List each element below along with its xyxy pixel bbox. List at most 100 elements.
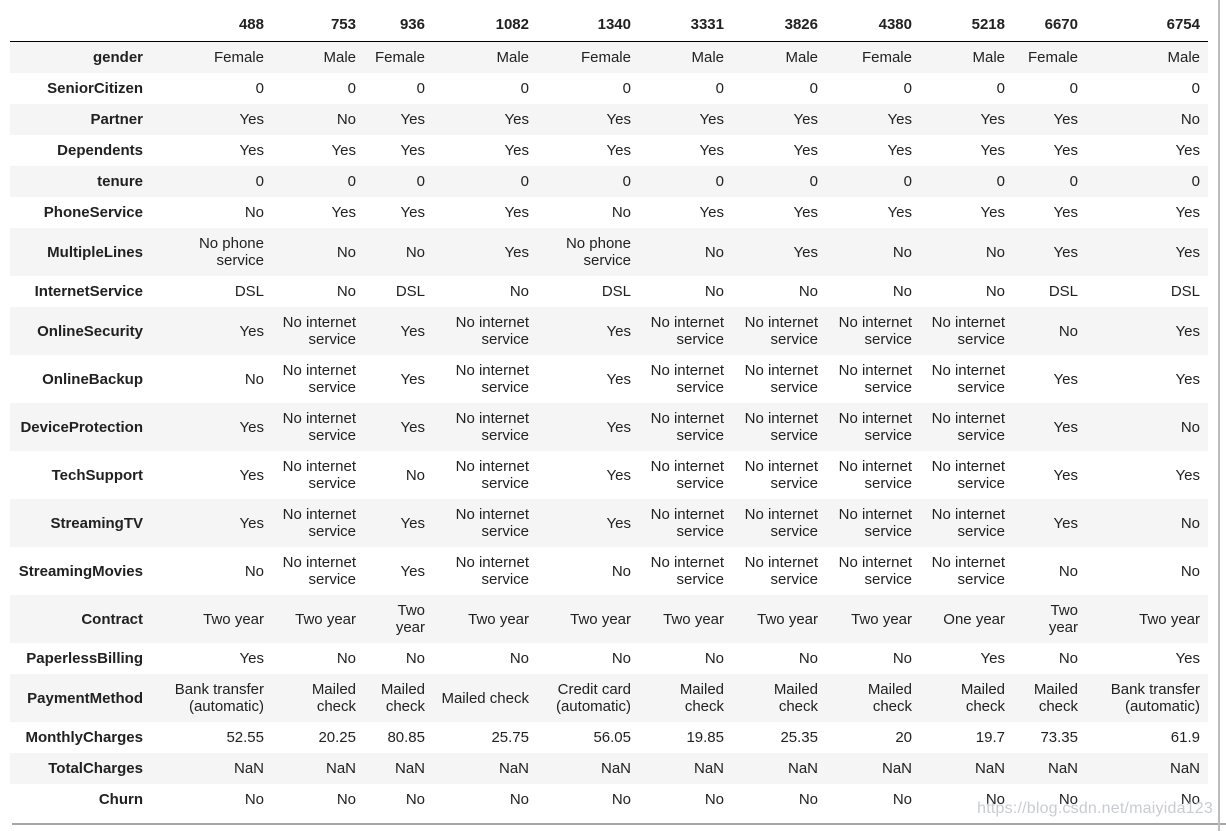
cell: Yes	[1175, 370, 1200, 388]
cell: No internet service	[650, 554, 724, 588]
cell: NaN	[1047, 760, 1078, 777]
cell: No	[244, 370, 264, 388]
cell: Yes	[1175, 322, 1200, 340]
cell: No	[509, 283, 529, 300]
row-label: OnlineSecurity	[37, 322, 143, 340]
row-label: StreamingTV	[50, 514, 143, 532]
row-label: PhoneService	[43, 204, 143, 221]
cell: One year	[943, 610, 1005, 628]
cell: Bank transfer (automatic)	[1110, 681, 1200, 715]
cell: Yes	[980, 650, 1005, 667]
row-label: PaymentMethod	[27, 689, 143, 707]
table-row: InternetService DSL No DSL No DSL No No No No DSL D…	[10, 276, 1208, 307]
cell: Female	[374, 49, 425, 66]
table-row: MultipleLines No phone service No No Yes No p…	[10, 228, 1208, 276]
table-row: PhoneService No Yes Yes Yes No Yes Yes Yes Yes Yes…	[10, 197, 1208, 228]
cell: Yes	[1175, 466, 1200, 484]
table-row: TotalCharges NaN NaN NaN NaN NaN NaN NaN NaN NaN N…	[10, 753, 1208, 784]
cell: Yes	[606, 466, 631, 484]
table-row: OnlineSecurity Yes No internet service Yes N…	[10, 307, 1208, 355]
row-label: StreamingMovies	[18, 562, 143, 580]
cell: Yes	[239, 322, 264, 340]
cell: 0	[255, 80, 264, 97]
cell: No	[704, 283, 724, 300]
cell: Yes	[400, 111, 425, 128]
table-row: PaperlessBilling Yes No No No No No No No Yes No Ye…	[10, 643, 1208, 674]
table-row: Churn No No No No No No No No No No No	[10, 784, 1208, 815]
cell: Two year	[1048, 602, 1078, 636]
table-body: gender Female Male Female Male Female Male Male…	[10, 41, 1208, 816]
cell: No internet service	[931, 314, 1005, 348]
cell: NaN	[325, 760, 356, 777]
cell: No	[509, 650, 529, 667]
cell: No	[1058, 650, 1078, 667]
cell: No	[892, 791, 912, 808]
cell: Two year	[570, 610, 631, 628]
cell: 0	[347, 80, 356, 97]
cell: No internet service	[455, 506, 529, 540]
cell: No internet service	[744, 506, 818, 540]
cell: No	[892, 650, 912, 667]
cell: Yes	[239, 514, 264, 532]
cell: Male	[785, 49, 818, 66]
cell: 0	[1069, 80, 1078, 97]
cell: Yes	[239, 111, 264, 128]
cell: No internet service	[931, 410, 1005, 444]
cell: No	[405, 466, 425, 484]
cell: Yes	[400, 562, 425, 580]
column-header: 6670	[1013, 10, 1086, 42]
cell: No	[1180, 562, 1200, 580]
cell: No internet service	[650, 458, 724, 492]
cell: Bank transfer (automatic)	[174, 681, 264, 715]
cell: Yes	[1053, 466, 1078, 484]
cell: No internet service	[931, 554, 1005, 588]
cell: Credit card (automatic)	[555, 681, 631, 715]
cell: Yes	[606, 418, 631, 436]
cell: Yes	[1053, 204, 1078, 221]
cell: DSL	[1048, 283, 1078, 300]
cell: DSL	[601, 283, 631, 300]
cell: No	[798, 791, 818, 808]
cell: 19.7	[975, 729, 1005, 746]
row-label: MonthlyCharges	[25, 729, 143, 746]
cell: No internet service	[838, 410, 912, 444]
cell: 19.85	[686, 729, 724, 746]
cell: Male	[496, 49, 529, 66]
cell: No internet service	[455, 362, 529, 396]
cell: No internet service	[282, 458, 356, 492]
bottom-border-line	[12, 823, 1226, 825]
row-label: TotalCharges	[48, 760, 143, 777]
cell: Yes	[1053, 418, 1078, 436]
cell: 0	[347, 173, 356, 190]
column-header: 488	[151, 10, 272, 42]
cell: Yes	[887, 111, 912, 128]
cell: NaN	[881, 760, 912, 777]
cell: No	[509, 791, 529, 808]
cell: Male	[323, 49, 356, 66]
row-label: Contract	[81, 610, 143, 628]
cell: No	[1058, 322, 1078, 340]
cell: No internet service	[282, 410, 356, 444]
cell: Yes	[1053, 111, 1078, 128]
cell: 0	[622, 173, 631, 190]
index-corner-cell	[10, 10, 151, 42]
cell: 73.35	[1040, 729, 1078, 746]
row-label: Partner	[90, 111, 143, 128]
cell: Two year	[757, 610, 818, 628]
row-label: Dependents	[57, 142, 143, 159]
cell: No internet service	[455, 314, 529, 348]
cell: Mailed check	[380, 681, 425, 715]
cell: No internet service	[744, 410, 818, 444]
row-label: gender	[92, 49, 143, 66]
cell: No internet service	[455, 458, 529, 492]
column-header: 3826	[732, 10, 826, 42]
cell: No	[1058, 791, 1078, 808]
cell: Yes	[1175, 243, 1200, 261]
cell: 0	[715, 80, 724, 97]
cell: Yes	[606, 514, 631, 532]
cell: No internet service	[650, 506, 724, 540]
row-label: tenure	[97, 173, 143, 190]
table-row: Partner Yes No Yes Yes Yes Yes Yes Yes Yes Yes No	[10, 104, 1208, 135]
cell: No	[611, 204, 631, 221]
cell: Yes	[699, 142, 724, 159]
